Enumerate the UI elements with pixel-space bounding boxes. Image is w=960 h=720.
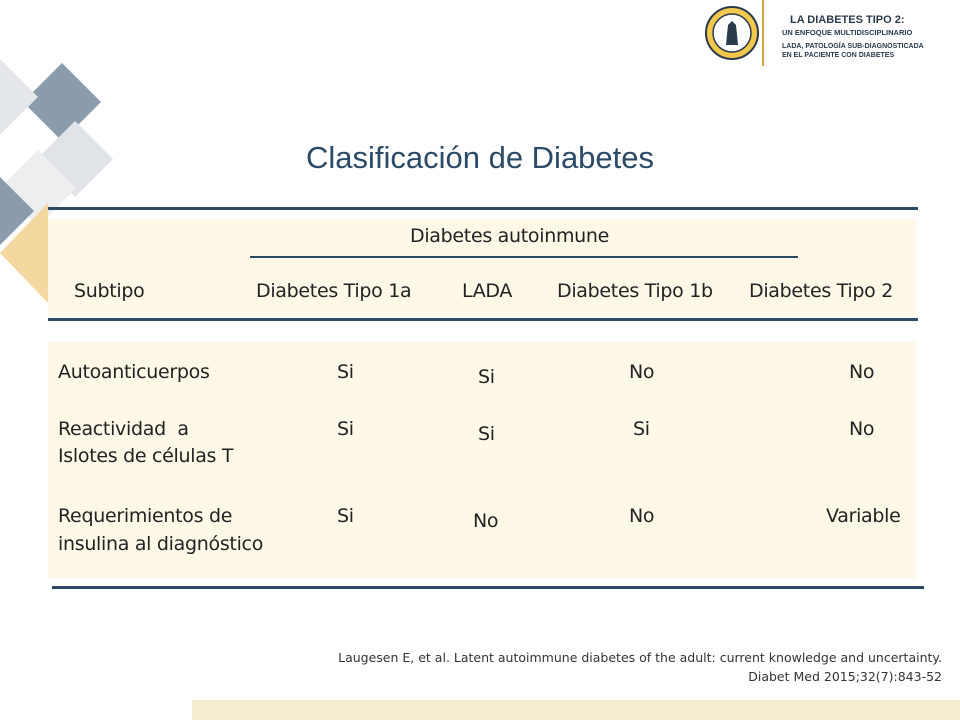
logo-topic-line1: LADA, PATOLOGÍA SUB-DIAGNOSTICADA: [782, 43, 924, 50]
cell-row1-lada: Si: [478, 366, 495, 388]
cell-row1-tipo-1b: No: [629, 361, 655, 383]
header-subtipo: Subtipo: [74, 280, 145, 302]
group-header-underline: [250, 256, 798, 258]
cell-row2-tipo-2: No: [849, 418, 875, 440]
event-logo: [700, 0, 950, 66]
cell-row2-tipo-1b: Si: [633, 418, 650, 440]
logo-divider: [762, 0, 764, 66]
row-label-reactividad-line2: Islotes de células T: [58, 445, 234, 467]
logo-title: LA DIABETES TIPO 2:: [790, 14, 905, 26]
deco-diamond-gold: [0, 203, 48, 303]
cell-row2-tipo-1a: Si: [337, 418, 354, 440]
row-label-reactividad-line1: Reactividad a: [58, 418, 189, 440]
university-seal-icon: [705, 6, 759, 60]
header-tipo-1a: Diabetes Tipo 1a: [256, 280, 412, 302]
cell-row3-lada: No: [473, 510, 499, 532]
deco-diamond-slate-top: [23, 63, 101, 141]
row-label-autoanticuerpos: Autoanticuerpos: [58, 361, 210, 383]
header-tipo-1b: Diabetes Tipo 1b: [557, 280, 713, 302]
logo-topic-line2: EN EL PACIENTE CON DIABETES: [782, 52, 895, 59]
table-top-rule: [48, 207, 918, 210]
cell-row1-tipo-2: No: [849, 361, 875, 383]
cell-row3-tipo-1b: No: [629, 505, 655, 527]
slide-title: Clasificación de Diabetes: [305, 140, 655, 175]
header-tipo-2: Diabetes Tipo 2: [749, 280, 893, 302]
deco-diamond-slate-left: [0, 177, 34, 245]
header-lada: LADA: [462, 280, 513, 302]
cell-row1-tipo-1a: Si: [337, 361, 354, 383]
cell-row3-tipo-1a: Si: [337, 505, 354, 527]
reference-citation: Laugesen E, et al. Latent autoimmune dia…: [338, 648, 942, 686]
group-header-autoimmune: Diabetes autoinmune: [410, 225, 610, 247]
row-label-requerimientos-line1: Requerimientos de: [58, 505, 233, 527]
footer-bar: [192, 700, 960, 720]
table-header-band: [48, 219, 916, 317]
table-body-band: [48, 342, 916, 578]
decorative-diamonds: [0, 59, 113, 303]
row-label-requerimientos-line2: insulina al diagnóstico: [58, 533, 264, 555]
deco-diamond-light-top: [0, 59, 38, 135]
logo-subtitle: UN ENFOQUE MULTIDISCIPLINARIO: [782, 28, 913, 37]
cell-row2-lada: Si: [478, 423, 495, 445]
cell-row3-tipo-2: Variable: [826, 505, 901, 527]
table-header-rule: [48, 318, 918, 321]
reference-line2: Diabet Med 2015;32(7):843-52: [748, 669, 942, 684]
reference-line1: Laugesen E, et al. Latent autoimmune dia…: [338, 650, 942, 665]
table-bottom-rule: [52, 586, 924, 589]
